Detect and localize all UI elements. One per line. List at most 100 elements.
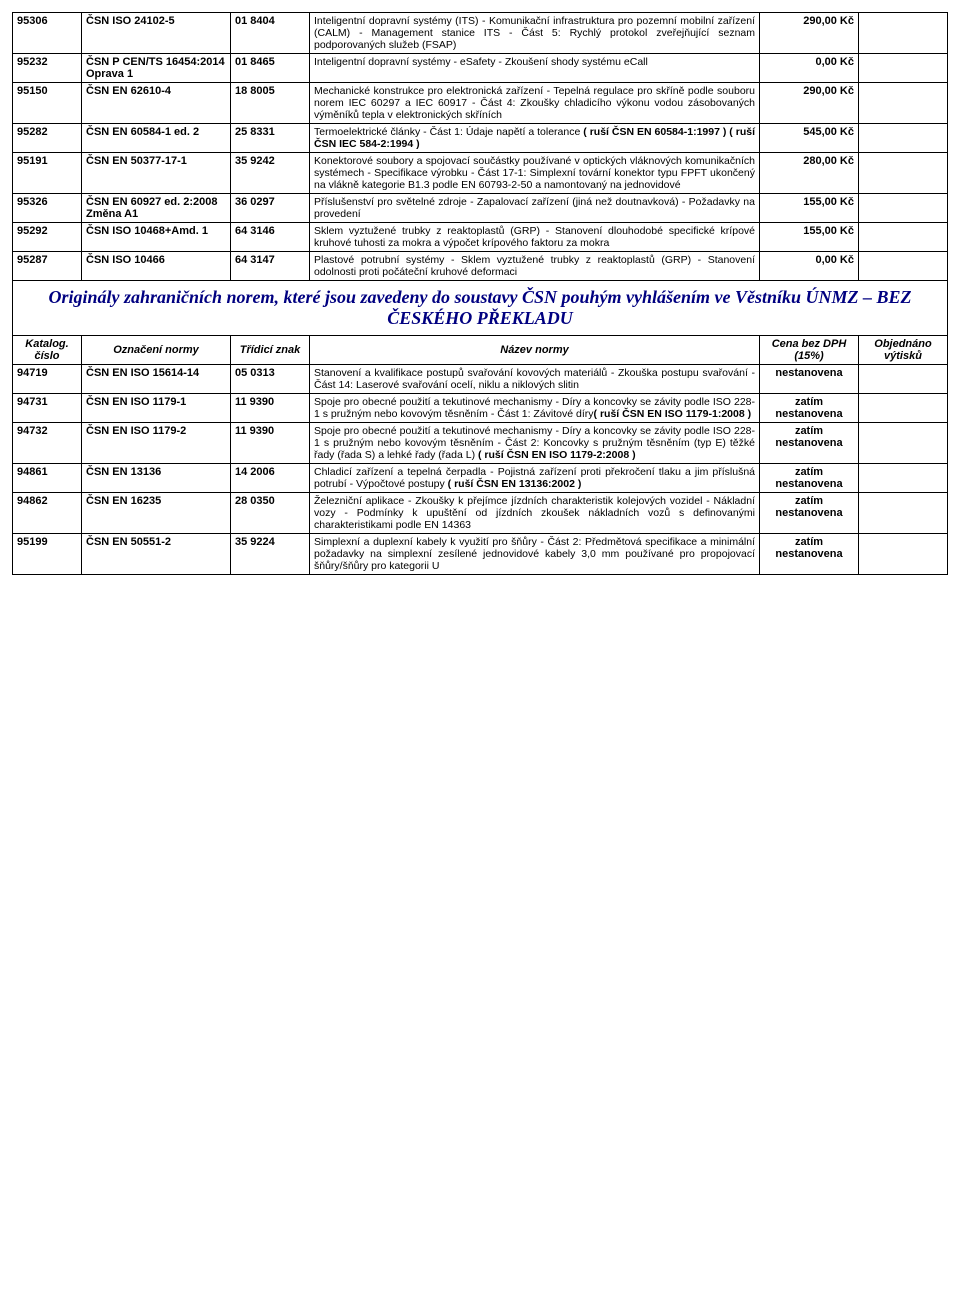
norm-name: Spoje pro obecné použití a tekutinové me…	[310, 423, 760, 464]
table-row: 94732ČSN EN ISO 1179-211 9390Spoje pro o…	[13, 423, 948, 464]
catalog-number: 94861	[13, 464, 82, 493]
class-code: 14 2006	[231, 464, 310, 493]
header-name: Název normy	[310, 336, 760, 365]
table-row: 95232ČSN P CEN/TS 16454:2014 Oprava 101 …	[13, 54, 948, 83]
class-code: 01 8465	[231, 54, 310, 83]
designation: ČSN EN 13136	[82, 464, 231, 493]
norm-name: Inteligentní dopravní systémy - eSafety …	[310, 54, 760, 83]
class-code: 35 9224	[231, 534, 310, 575]
norm-name: Příslušenství pro světelné zdroje - Zapa…	[310, 194, 760, 223]
price: 0,00 Kč	[760, 252, 859, 281]
ordered-copies	[859, 54, 948, 83]
norm-name: Simplexní a duplexní kabely k využití pr…	[310, 534, 760, 575]
class-code: 05 0313	[231, 365, 310, 394]
table-row: 95150ČSN EN 62610-418 8005Mechanické kon…	[13, 83, 948, 124]
table-row: 95199ČSN EN 50551-235 9224Simplexní a du…	[13, 534, 948, 575]
ordered-copies	[859, 223, 948, 252]
ordered-copies	[859, 13, 948, 54]
catalog-number: 95150	[13, 83, 82, 124]
designation: ČSN EN ISO 1179-1	[82, 394, 231, 423]
catalog-number: 95306	[13, 13, 82, 54]
designation: ČSN P CEN/TS 16454:2014 Oprava 1	[82, 54, 231, 83]
price: zatím nestanovena	[760, 534, 859, 575]
designation: ČSN EN 60927 ed. 2:2008 Změna A1	[82, 194, 231, 223]
header-ordered: Objednáno výtisků	[859, 336, 948, 365]
table-row: 95287ČSN ISO 1046664 3147Plastové potrub…	[13, 252, 948, 281]
price: zatím nestanovena	[760, 423, 859, 464]
price: 155,00 Kč	[760, 223, 859, 252]
norm-name: Chladicí zařízení a tepelná čerpadla - P…	[310, 464, 760, 493]
catalog-number: 94731	[13, 394, 82, 423]
header-class: Třídicí znak	[231, 336, 310, 365]
price: 155,00 Kč	[760, 194, 859, 223]
catalog-number: 94862	[13, 493, 82, 534]
ordered-copies	[859, 534, 948, 575]
catalog-number: 95282	[13, 124, 82, 153]
table-row: 94719ČSN EN ISO 15614-1405 0313Stanovení…	[13, 365, 948, 394]
ordered-copies	[859, 83, 948, 124]
class-code: 28 0350	[231, 493, 310, 534]
class-code: 64 3147	[231, 252, 310, 281]
ordered-copies	[859, 464, 948, 493]
norm-name: Sklem vyztužené trubky z reaktoplastů (G…	[310, 223, 760, 252]
ordered-copies	[859, 493, 948, 534]
designation: ČSN ISO 10466	[82, 252, 231, 281]
designation: ČSN EN ISO 1179-2	[82, 423, 231, 464]
designation: ČSN EN 16235	[82, 493, 231, 534]
class-code: 11 9390	[231, 394, 310, 423]
norm-name: Železniční aplikace - Zkoušky k přejímce…	[310, 493, 760, 534]
section-title: Originály zahraničních norem, které jsou…	[13, 281, 948, 336]
table-row: 94862ČSN EN 1623528 0350Železniční aplik…	[13, 493, 948, 534]
table-row: 95292ČSN ISO 10468+Amd. 164 3146Sklem vy…	[13, 223, 948, 252]
table-row: 95282ČSN EN 60584-1 ed. 225 8331Termoele…	[13, 124, 948, 153]
catalog-number: 95232	[13, 54, 82, 83]
designation: ČSN ISO 10468+Amd. 1	[82, 223, 231, 252]
designation: ČSN ISO 24102-5	[82, 13, 231, 54]
ordered-copies	[859, 394, 948, 423]
designation: ČSN EN 50551-2	[82, 534, 231, 575]
ordered-copies	[859, 423, 948, 464]
standards-table: 95306ČSN ISO 24102-501 8404Inteligentní …	[12, 12, 948, 575]
designation: ČSN EN ISO 15614-14	[82, 365, 231, 394]
norm-name: Spoje pro obecné použití a tekutinové me…	[310, 394, 760, 423]
catalog-number: 95287	[13, 252, 82, 281]
table-row: 94861ČSN EN 1313614 2006Chladicí zařízen…	[13, 464, 948, 493]
price: nestanovena	[760, 365, 859, 394]
price: 290,00 Kč	[760, 83, 859, 124]
ordered-copies	[859, 153, 948, 194]
ordered-copies	[859, 252, 948, 281]
class-code: 11 9390	[231, 423, 310, 464]
catalog-number: 95292	[13, 223, 82, 252]
norm-name: Plastové potrubní systémy - Sklem vyztuž…	[310, 252, 760, 281]
norm-name: Inteligentní dopravní systémy (ITS) - Ko…	[310, 13, 760, 54]
catalog-number: 95326	[13, 194, 82, 223]
header-designation: Označení normy	[82, 336, 231, 365]
price: 545,00 Kč	[760, 124, 859, 153]
price: 290,00 Kč	[760, 13, 859, 54]
catalog-number: 95199	[13, 534, 82, 575]
header-price: Cena bez DPH (15%)	[760, 336, 859, 365]
norm-name: Mechanické konstrukce pro elektronická z…	[310, 83, 760, 124]
norm-name: Konektorové soubory a spojovací součástk…	[310, 153, 760, 194]
price: zatím nestanovena	[760, 464, 859, 493]
table-row: 95326ČSN EN 60927 ed. 2:2008 Změna A136 …	[13, 194, 948, 223]
column-header-row: Katalog. číslo Označení normy Třídicí zn…	[13, 336, 948, 365]
class-code: 25 8331	[231, 124, 310, 153]
price: 0,00 Kč	[760, 54, 859, 83]
ordered-copies	[859, 365, 948, 394]
section-header-row: Originály zahraničních norem, které jsou…	[13, 281, 948, 336]
class-code: 01 8404	[231, 13, 310, 54]
catalog-number: 95191	[13, 153, 82, 194]
class-code: 64 3146	[231, 223, 310, 252]
price: 280,00 Kč	[760, 153, 859, 194]
designation: ČSN EN 50377-17-1	[82, 153, 231, 194]
class-code: 36 0297	[231, 194, 310, 223]
table-row: 95191ČSN EN 50377-17-135 9242Konektorové…	[13, 153, 948, 194]
norm-name: Stanovení a kvalifikace postupů svařován…	[310, 365, 760, 394]
designation: ČSN EN 60584-1 ed. 2	[82, 124, 231, 153]
norm-name: Termoelektrické články - Část 1: Údaje n…	[310, 124, 760, 153]
catalog-number: 94732	[13, 423, 82, 464]
catalog-number: 94719	[13, 365, 82, 394]
header-catalog: Katalog. číslo	[13, 336, 82, 365]
price: zatím nestanovena	[760, 493, 859, 534]
